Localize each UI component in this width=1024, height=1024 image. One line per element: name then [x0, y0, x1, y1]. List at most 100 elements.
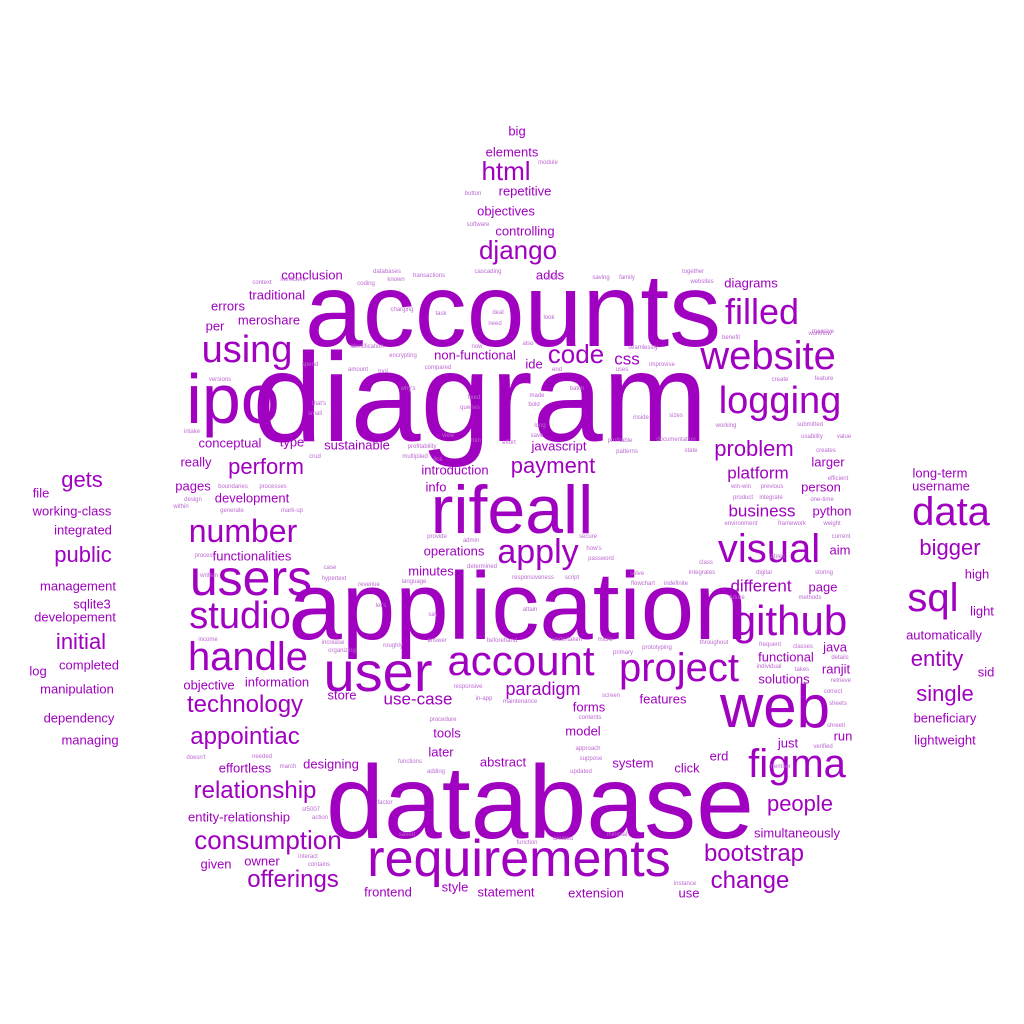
- word: factor: [377, 800, 393, 806]
- word: roughly: [383, 643, 403, 649]
- word: save: [530, 433, 544, 439]
- word: designing: [303, 756, 359, 772]
- word: language: [401, 579, 427, 585]
- word: sheets: [829, 701, 847, 707]
- word: lightweight: [914, 732, 976, 748]
- word: managing: [61, 732, 119, 748]
- word: inefficient: [280, 277, 306, 283]
- word: use: [678, 885, 700, 901]
- word: password: [588, 556, 614, 562]
- word: methods: [798, 595, 822, 601]
- word: solve: [629, 571, 645, 577]
- word: minimal: [606, 832, 628, 838]
- word: responsiveness: [512, 575, 554, 581]
- word: extension: [568, 885, 624, 901]
- word: django: [478, 235, 558, 265]
- word: sql: [907, 576, 959, 620]
- word: amount: [347, 367, 369, 373]
- word: generate: [220, 508, 244, 514]
- word: later: [428, 744, 454, 760]
- word: written: [200, 573, 218, 579]
- word: effortless: [218, 760, 272, 776]
- word: pages: [175, 478, 211, 494]
- word: indefinite: [663, 581, 689, 587]
- word: code: [547, 339, 605, 369]
- word: forms: [572, 699, 606, 715]
- word: statement: [477, 884, 535, 900]
- word: tools: [433, 725, 461, 741]
- word: one-time: [810, 497, 834, 503]
- word: simultaneously: [754, 825, 840, 841]
- word: accounts: [304, 253, 722, 369]
- word: use-case: [383, 689, 453, 709]
- word: in-app: [475, 696, 493, 702]
- word: type: [279, 434, 305, 450]
- word: objective: [183, 677, 235, 693]
- word: spend: [301, 362, 319, 368]
- word: patterns: [616, 449, 638, 455]
- word: minutes: [408, 563, 454, 579]
- word: multiplied: [402, 454, 428, 460]
- word: fixed: [467, 395, 481, 401]
- word: given: [200, 856, 232, 872]
- word: improvise: [649, 362, 675, 368]
- word: entity-relationship: [188, 809, 290, 825]
- word: websites: [690, 279, 714, 285]
- word: function: [516, 840, 538, 846]
- word: objectives: [477, 203, 535, 219]
- word: charging: [390, 307, 414, 313]
- word: bootstrap: [703, 840, 805, 867]
- word: revenue: [358, 582, 380, 588]
- word: processes: [259, 484, 287, 490]
- word: transactions: [412, 273, 446, 279]
- word: ipo: [186, 360, 280, 438]
- word: abstract: [479, 754, 527, 770]
- word: store: [327, 687, 357, 703]
- word: high: [964, 566, 990, 582]
- word: updated: [570, 769, 592, 775]
- word: beneficiary: [913, 710, 977, 726]
- word: contains: [307, 862, 331, 868]
- word: shreeti: [826, 723, 846, 729]
- word: benefit: [721, 335, 741, 341]
- word: provide: [427, 534, 447, 540]
- word: repetitive: [498, 183, 552, 199]
- word: sustainable: [324, 437, 390, 453]
- word: non-functional: [434, 347, 516, 363]
- word: undertaken: [551, 637, 583, 643]
- word: business: [728, 501, 796, 521]
- word: now: [471, 344, 483, 350]
- word: previous: [760, 484, 784, 490]
- word: massive: [811, 329, 835, 335]
- word: say: [428, 612, 438, 618]
- word: conclusion: [281, 267, 343, 283]
- word: min: [471, 438, 481, 444]
- word: documentation: [656, 437, 696, 443]
- word: within: [173, 504, 189, 510]
- word: admin: [462, 538, 480, 544]
- word: data: [912, 490, 990, 534]
- word: attain: [522, 607, 538, 613]
- word: why's: [400, 386, 416, 392]
- word: light: [970, 603, 994, 619]
- word: platform: [727, 463, 789, 483]
- word: logging: [718, 380, 842, 422]
- word: primary: [612, 650, 634, 656]
- word: per: [205, 318, 225, 334]
- word: task: [435, 311, 447, 317]
- word: digital: [756, 570, 772, 576]
- word: problem: [714, 436, 794, 461]
- word: functional: [758, 649, 814, 665]
- word: handle: [187, 635, 309, 679]
- word: run: [833, 728, 853, 744]
- word: suppose: [579, 756, 603, 762]
- word: submitted: [796, 422, 824, 428]
- word: instance: [673, 881, 697, 887]
- word: big: [508, 123, 526, 139]
- word: perform: [228, 454, 304, 479]
- word: details: [831, 655, 849, 661]
- word: context: [252, 280, 272, 286]
- word: increase: [321, 640, 345, 646]
- word: class: [699, 560, 713, 566]
- word: made: [529, 393, 545, 399]
